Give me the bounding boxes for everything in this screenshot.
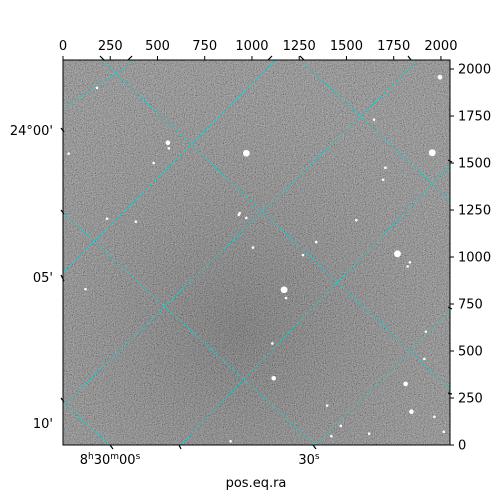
wcs-edge-tick-14 [447, 392, 453, 395]
top-tick-label-4: 1000 [235, 39, 268, 54]
star-19 [84, 287, 87, 291]
wcs-edge-tick-11 [407, 55, 412, 61]
star-7 [437, 74, 443, 80]
star-26 [301, 253, 305, 257]
star-23 [330, 434, 333, 438]
grid-line-5 [63, 60, 276, 273]
star-35 [442, 430, 446, 434]
star-3 [280, 286, 288, 294]
grid-line-8 [314, 309, 450, 445]
wcs-edge-tick-4 [109, 444, 114, 450]
right-tick-label-1: 250 [458, 392, 483, 407]
grid-line-4 [63, 402, 111, 445]
star-27 [271, 342, 274, 345]
star-14 [406, 265, 409, 268]
star-2 [394, 250, 401, 258]
wcs-edge-tick-2 [60, 274, 65, 282]
star-6 [409, 409, 414, 415]
star-28 [229, 439, 232, 443]
wcs-edge-tick-13 [447, 306, 453, 310]
star-layer [67, 74, 446, 443]
star-12 [354, 218, 358, 222]
star-11 [381, 178, 385, 182]
star-10 [384, 166, 387, 170]
image-panel [62, 59, 451, 446]
plot-frame [62, 59, 451, 446]
grid-line-7 [179, 164, 450, 445]
right-tick-label-8: 2000 [458, 63, 491, 78]
star-38 [367, 432, 371, 436]
wcs-edge-tick-3 [60, 397, 65, 403]
top-pixel-axis: 0 250 500 750 1000 1250 1500 1750 2000 [59, 39, 457, 60]
wcs-edge-tick-10 [299, 55, 305, 61]
wcs-edge-tick-5 [178, 444, 182, 450]
right-tick-label-0: 0 [458, 439, 466, 454]
star-18 [67, 152, 70, 155]
right-tick-label-5: 1250 [458, 204, 491, 219]
star-36 [314, 240, 318, 244]
dec-tick-label-2: 10' [33, 417, 53, 432]
star-20 [95, 86, 99, 90]
star-4 [271, 375, 276, 381]
top-tick-label-3: 750 [192, 39, 217, 54]
wcs-edge-tick-6 [312, 444, 317, 450]
right-tick-label-7: 1750 [458, 110, 491, 125]
top-tick-label-1: 250 [98, 39, 123, 54]
star-30 [167, 147, 171, 150]
star-33 [244, 216, 248, 220]
star-22 [423, 357, 426, 361]
top-tick-label-5: 1250 [283, 39, 316, 54]
top-tick-label-2: 500 [145, 39, 170, 54]
grid-line-1 [63, 60, 136, 109]
top-tick-label-8: 2000 [424, 39, 457, 54]
star-0 [428, 149, 436, 157]
star-8 [165, 140, 171, 146]
star-37 [152, 161, 156, 165]
right-tick-label-2: 500 [458, 345, 483, 360]
star-24 [339, 424, 343, 428]
star-5 [403, 381, 408, 387]
wcs-edge-tick-7 [99, 55, 105, 61]
star-25 [433, 415, 436, 419]
grid-line-0 [100, 60, 450, 389]
right-tick-label-3: 750 [458, 298, 483, 313]
image-shading [63, 60, 450, 445]
top-tick-label-7: 1750 [377, 39, 410, 54]
star-1 [242, 149, 250, 157]
wcs-edge-ticks [60, 55, 453, 450]
star-29 [325, 404, 329, 407]
wcs-edge-tick-0 [60, 127, 65, 133]
right-tick-label-4: 1000 [458, 251, 491, 266]
x-axis-label: pos.eq.ra [226, 476, 287, 491]
star-32 [251, 246, 255, 249]
ra-tick-label-0: 8h30m00s [80, 452, 141, 468]
star-13 [408, 260, 412, 264]
star-34 [372, 118, 376, 122]
right-pixel-axis: 0 250 500 750 1000 1250 1500 1750 2000 [450, 63, 491, 454]
star-17 [134, 220, 138, 223]
top-tick-label-6: 1500 [330, 39, 363, 54]
grid-line-6 [63, 60, 419, 406]
star-9 [284, 296, 288, 300]
wcs-edge-tick-1 [60, 209, 65, 215]
dec-tick-label-0: 24°00' [10, 124, 53, 139]
wcs-edge-tick-8 [127, 55, 133, 61]
dec-tick-labels: 24°00' 05' 10' [10, 124, 53, 432]
wcs-edge-tick-12 [447, 159, 453, 163]
top-tick-label-0: 0 [59, 39, 67, 54]
coordinate-grid [63, 60, 450, 445]
dec-tick-label-1: 05' [33, 271, 53, 286]
ra-tick-label-1: 30s [298, 452, 320, 468]
wcs-edge-tick-9 [267, 55, 273, 61]
star-31 [238, 211, 241, 215]
grid-line-3 [299, 60, 450, 201]
star-16 [105, 217, 109, 220]
grid-line-2 [63, 212, 316, 445]
ra-tick-labels: 8h30m00s 30s [80, 452, 320, 468]
right-tick-label-6: 1500 [458, 157, 491, 172]
star-21 [424, 330, 428, 333]
